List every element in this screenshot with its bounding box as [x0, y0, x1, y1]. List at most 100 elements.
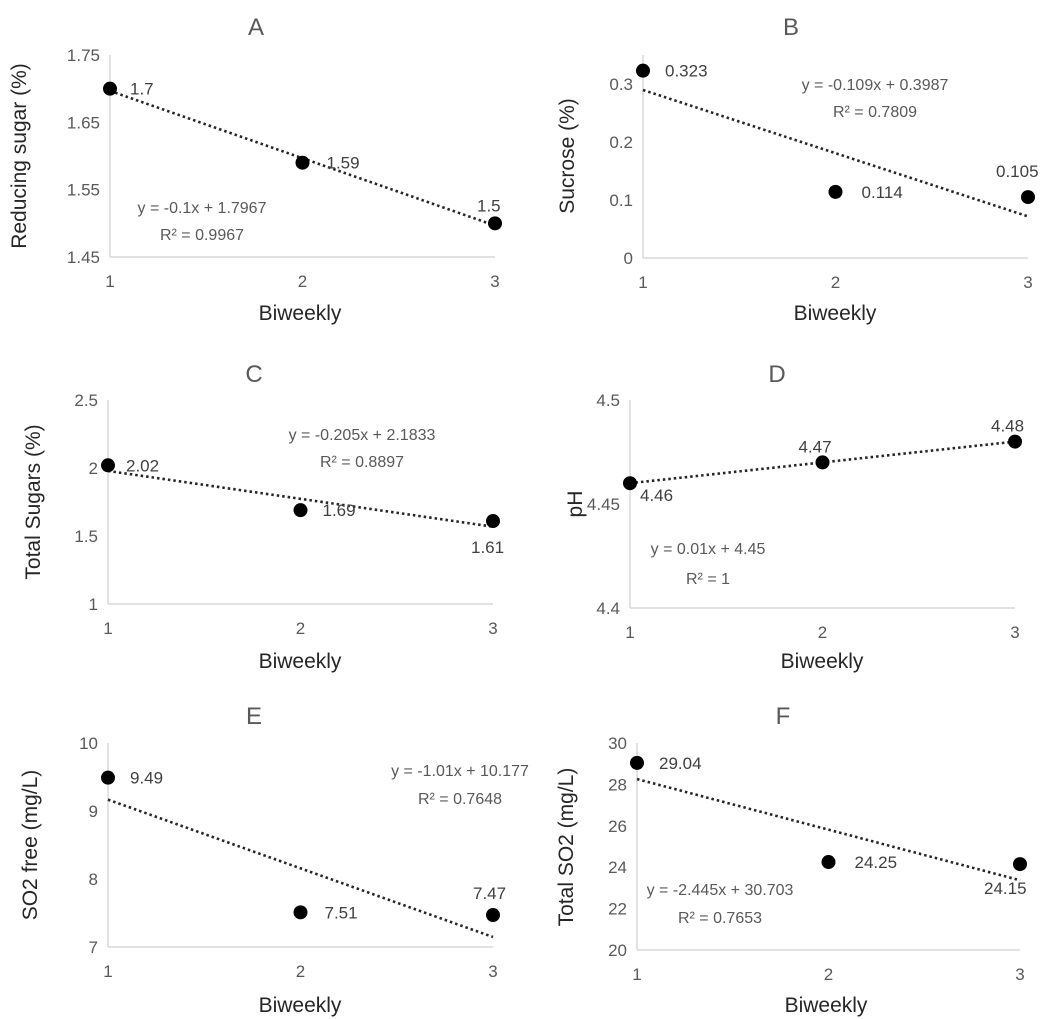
data-label: 24.15 [984, 879, 1027, 898]
data-label: 1.59 [327, 154, 360, 173]
y-tick-label: 0.1 [609, 191, 633, 210]
y-tick-label: 1.75 [67, 46, 100, 65]
data-label: 29.04 [659, 754, 702, 773]
data-point [101, 458, 115, 473]
chart-panel-d: 4.4 4.45 4.5 1 2 3 4.46 4.47 4.48 D Biweekly pH y = … [564, 361, 1024, 673]
chart-panel-e: 7 8 9 10 1 2 3 9.49 7.51 7.47 E Biweekly SO2 free (m… [19, 703, 529, 1017]
trendline-r-squared: R² = 0.7809 [833, 104, 917, 121]
data-label: 0.105 [996, 162, 1039, 181]
data-point [103, 81, 117, 96]
y-tick-label: 20 [608, 941, 627, 960]
y-axis-title: SO2 free (mg/L) [19, 770, 42, 921]
x-axis-title: Biweekly [259, 302, 342, 325]
y-tick-label: 26 [608, 817, 627, 836]
x-tick-label: 1 [103, 619, 112, 638]
x-axis-title: Biweekly [794, 302, 877, 325]
panel-letter: E [246, 703, 262, 730]
data-label: 1.7 [130, 80, 154, 99]
data-label: 4.46 [640, 486, 673, 505]
panel-letter: A [248, 14, 264, 41]
x-tick-label: 3 [488, 619, 497, 638]
y-tick-label: 7 [89, 938, 98, 957]
x-axis-title: Biweekly [781, 650, 864, 673]
x-tick-label: 3 [1023, 273, 1032, 292]
data-point [623, 476, 637, 491]
trendline-r-squared: R² = 1 [686, 571, 730, 588]
x-axis-title: Biweekly [259, 994, 342, 1017]
data-point [293, 503, 308, 518]
trendline [107, 469, 494, 528]
y-axis-title: pH [564, 491, 587, 518]
data-label: 7.47 [473, 884, 506, 903]
data-point [488, 216, 502, 231]
x-tick-label: 3 [488, 962, 497, 981]
y-tick-label: 1.65 [67, 113, 100, 132]
data-label: 0.114 [862, 183, 903, 202]
data-label: 24.25 [855, 853, 898, 872]
trendline [636, 777, 1021, 882]
trendline-equation: y = 0.01x + 4.45 [651, 541, 766, 558]
y-tick-label: 4.45 [587, 495, 620, 514]
data-point [295, 155, 310, 170]
y-tick-label: 2.5 [74, 391, 98, 410]
data-label: 1.5 [477, 196, 501, 215]
panel-letter: F [776, 703, 791, 730]
x-tick-label: 1 [632, 965, 641, 984]
trendline-equation: y = -2.445x + 30.703 [647, 882, 794, 899]
trendline [107, 798, 494, 939]
y-tick-label: 9 [89, 802, 98, 821]
y-tick-label: 1 [89, 595, 98, 614]
trendline-r-squared: R² = 0.8897 [320, 454, 404, 471]
y-tick-label: 8 [89, 870, 98, 889]
data-point [1013, 857, 1027, 872]
data-point [821, 855, 836, 870]
data-label: 0.323 [665, 62, 708, 81]
trendline-r-squared: R² = 0.7648 [418, 791, 502, 808]
chart-panel-a: 1.45 1.55 1.65 1.75 1 2 3 1.7 1.59 1.5 A Biweekly Re… [8, 14, 502, 325]
data-label: 2.02 [126, 456, 159, 475]
y-tick-label: 4.4 [596, 599, 620, 618]
y-tick-label: 0 [624, 249, 633, 268]
panel-letter: C [245, 361, 262, 388]
data-label: 1.69 [323, 501, 356, 520]
x-tick-label: 1 [105, 272, 114, 291]
data-point [293, 905, 308, 920]
data-point [815, 455, 830, 470]
data-label: 7.51 [325, 903, 358, 922]
trendline-r-squared: R² = 0.9967 [160, 227, 244, 244]
y-axis-title: Total Sugars (%) [22, 424, 45, 579]
y-tick-label: 24 [608, 858, 627, 877]
x-tick-label: 2 [824, 965, 833, 984]
chart-panel-f: 20 22 24 26 28 30 1 2 3 29.04 24.25 24.15 F Biweekly T… [555, 703, 1027, 1017]
trendline-equation: y = -0.205x + 2.1833 [289, 427, 436, 444]
panel-letter: B [783, 14, 799, 41]
chart-panel-c: 1 1.5 2 2.5 1 2 3 2.02 1.69 1.61 C Biweekly Total Su… [22, 361, 504, 673]
y-axis-title: Reducing sugar (%) [8, 63, 31, 249]
x-tick-label: 2 [831, 273, 840, 292]
y-tick-label: 2 [89, 459, 98, 478]
data-point [1008, 434, 1022, 449]
data-label: 4.48 [991, 417, 1024, 436]
trendline-equation: y = -0.109x + 0.3987 [802, 77, 949, 94]
trendline-equation: y = -1.01x + 10.177 [391, 763, 529, 780]
x-tick-label: 2 [296, 962, 305, 981]
panel-letter: D [768, 361, 785, 388]
y-axis-title: Sucrose (%) [556, 98, 579, 214]
data-point [486, 908, 500, 923]
y-tick-label: 22 [608, 900, 627, 919]
data-label: 4.47 [799, 437, 832, 456]
y-tick-label: 28 [608, 775, 627, 794]
y-tick-label: 1.45 [67, 248, 100, 267]
x-tick-label: 3 [490, 272, 499, 291]
y-tick-label: 4.5 [596, 391, 620, 410]
data-point [636, 63, 650, 78]
x-tick-label: 1 [103, 962, 112, 981]
x-tick-label: 3 [1010, 623, 1019, 642]
y-axis-title: Total SO2 (mg/L) [555, 768, 578, 927]
x-tick-label: 1 [638, 273, 647, 292]
data-point [101, 770, 115, 785]
x-tick-label: 2 [818, 623, 827, 642]
data-point [1021, 190, 1035, 205]
data-point [630, 755, 644, 770]
